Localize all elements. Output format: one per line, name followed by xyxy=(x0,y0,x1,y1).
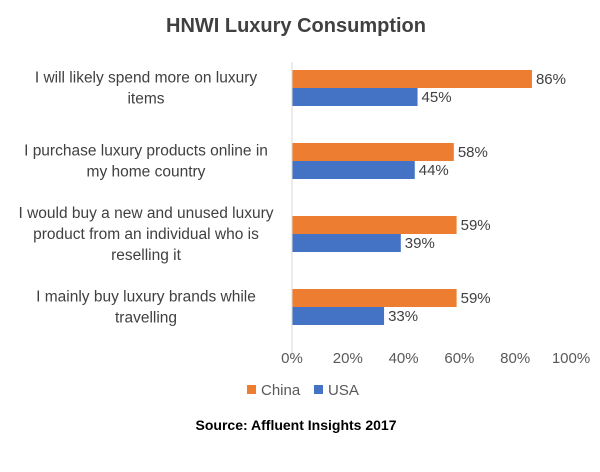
legend-swatch-china xyxy=(247,385,256,394)
category-label-2-line-1: I purchase luxury products online in xyxy=(24,143,268,160)
category-label-2-line-2: my home country xyxy=(87,164,206,181)
bar-china-1 xyxy=(292,70,532,88)
bar-usa-2 xyxy=(292,161,415,179)
legend: China USA xyxy=(247,382,359,399)
source-note: Source: Affluent Insights 2017 xyxy=(196,417,397,433)
category-label-1-line-1: I will likely spend more on luxury xyxy=(35,70,258,87)
x-tick-label-4: 60% xyxy=(444,350,474,367)
bar-china-4 xyxy=(292,289,457,307)
data-label-china-4: 59% xyxy=(461,290,491,307)
x-axis-ticks: 0% 20% 40% 60% 80% 100% xyxy=(281,350,590,367)
bar-china-3 xyxy=(292,216,457,234)
x-tick-label-1: 0% xyxy=(281,350,303,367)
data-label-usa-1: 45% xyxy=(422,89,452,106)
category-label-1-line-2: items xyxy=(127,91,164,108)
data-label-usa-2: 44% xyxy=(419,162,449,179)
category-label-3-line-3: reselling it xyxy=(111,247,181,264)
legend-swatch-usa xyxy=(314,385,323,394)
category-label-4-line-2: travelling xyxy=(115,310,177,327)
x-tick-label-3: 40% xyxy=(389,350,419,367)
x-tick-label-5: 80% xyxy=(500,350,530,367)
x-tick-label-6: 100% xyxy=(552,350,590,367)
data-label-china-2: 58% xyxy=(458,144,488,161)
data-label-usa-4: 33% xyxy=(388,308,418,325)
chart-title: HNWI Luxury Consumption xyxy=(166,15,426,37)
plot-area: 86% 45% 58% 44% 59% 39% 59% 33% xyxy=(291,62,566,356)
data-label-usa-3: 39% xyxy=(405,235,435,252)
category-label-4-line-1: I mainly buy luxury brands while xyxy=(36,289,256,306)
data-label-china-1: 86% xyxy=(536,71,566,88)
data-label-china-3: 59% xyxy=(461,217,491,234)
category-label-3-line-1: I would buy a new and unused luxury xyxy=(18,205,273,222)
legend-label-usa: USA xyxy=(328,382,359,399)
bar-china-2 xyxy=(292,143,454,161)
category-label-3-line-2: product from an individual who is xyxy=(33,226,259,243)
x-tick-label-2: 20% xyxy=(333,350,363,367)
bar-usa-4 xyxy=(292,307,385,325)
bar-usa-3 xyxy=(292,234,401,252)
bar-usa-1 xyxy=(292,88,418,106)
category-labels: I will likely spend more on luxury items I… xyxy=(18,70,273,327)
legend-label-china: China xyxy=(261,382,301,399)
